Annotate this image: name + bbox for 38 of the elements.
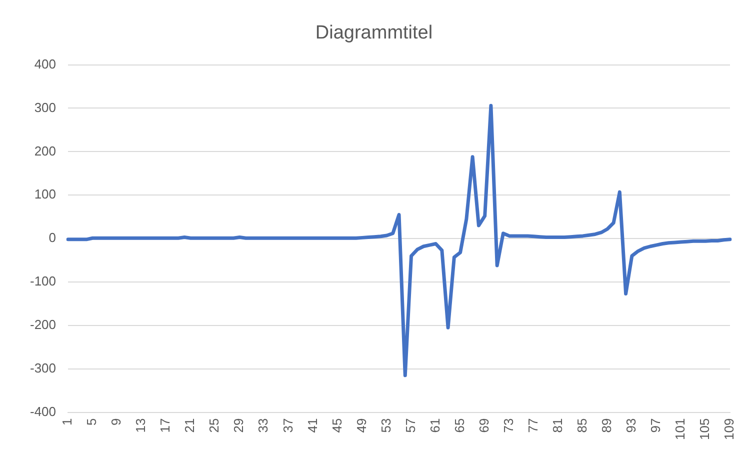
x-tick-label: 61	[427, 418, 442, 433]
x-tick-label: 5	[84, 418, 100, 426]
x-tick-label: 57	[402, 418, 418, 433]
y-tick-label: 400	[34, 56, 56, 72]
x-tick-label: 53	[378, 418, 394, 433]
y-tick-label: 300	[34, 100, 56, 115]
x-tick-label: 21	[182, 418, 198, 433]
x-tick-label: 101	[672, 418, 688, 440]
y-tick-label: -300	[30, 360, 56, 376]
x-tick-label: 105	[697, 418, 712, 440]
x-tick-label: 49	[354, 418, 369, 433]
x-tick-label: 97	[648, 418, 664, 433]
x-tick-label: 85	[574, 418, 590, 433]
y-tick-label: 200	[34, 143, 56, 158]
y-tick-label: -100	[30, 274, 56, 289]
x-tick-label: 109	[722, 418, 737, 440]
x-tick-label: 93	[624, 418, 639, 433]
x-tick-label: 89	[598, 418, 614, 433]
x-tick-label: 17	[158, 418, 173, 433]
x-tick-label: 73	[500, 418, 516, 433]
chart-title: Diagrammtitel	[315, 22, 433, 44]
x-tick-label: 29	[231, 418, 246, 433]
x-tick-label: 25	[206, 418, 222, 433]
y-tick-label: -400	[30, 404, 56, 419]
x-tick-label: 69	[476, 418, 492, 433]
x-tick-label: 37	[280, 418, 296, 433]
x-tick-label: 9	[108, 418, 124, 426]
x-tick-label: 33	[256, 418, 271, 433]
x-tick-label: 81	[550, 418, 565, 433]
x-tick-label: 45	[329, 418, 344, 433]
x-tick-label: 41	[304, 418, 320, 433]
y-tick-label: -200	[30, 317, 56, 332]
y-tick-label: 100	[34, 186, 56, 202]
x-tick-label: 13	[133, 418, 148, 433]
y-tick-label: 0	[48, 230, 56, 246]
x-tick-label: 1	[60, 418, 75, 426]
x-tick-label: 77	[525, 418, 540, 433]
x-tick-label: 65	[452, 418, 467, 433]
